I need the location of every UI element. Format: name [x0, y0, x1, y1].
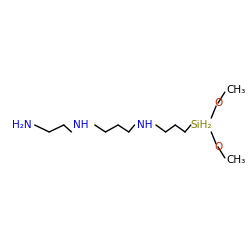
Text: NH: NH: [74, 120, 89, 130]
Text: NH: NH: [136, 120, 152, 130]
Text: CH₃: CH₃: [227, 85, 246, 95]
Text: SiH₂: SiH₂: [191, 120, 212, 130]
Text: CH₃: CH₃: [227, 155, 246, 165]
Text: O: O: [214, 142, 222, 152]
Text: O: O: [214, 98, 222, 108]
Text: H₂N: H₂N: [12, 120, 32, 130]
